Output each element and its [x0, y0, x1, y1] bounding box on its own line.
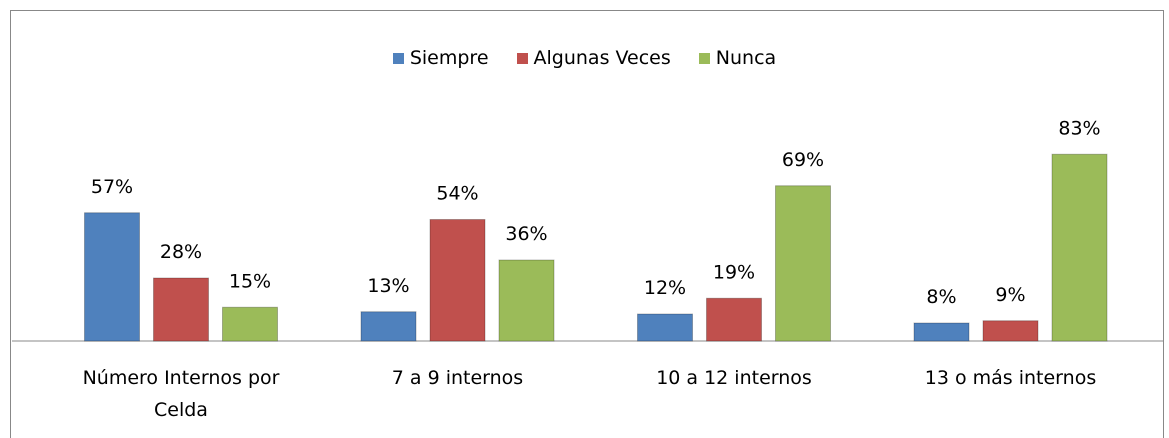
bar — [1051, 153, 1108, 342]
bar — [84, 212, 140, 342]
legend-swatch — [516, 52, 528, 64]
data-label: 54% — [436, 183, 478, 205]
data-label: 57% — [91, 176, 133, 198]
bar — [222, 306, 278, 342]
legend-label: Nunca — [715, 47, 777, 69]
legend-label: Siempre — [409, 47, 489, 69]
x-tick-label: 7 a 9 internos — [391, 367, 524, 389]
legend-item: Nunca — [698, 47, 777, 69]
data-label: 83% — [1058, 117, 1100, 139]
chart-frame — [10, 10, 1164, 438]
bar — [360, 311, 417, 342]
data-label: 69% — [782, 149, 824, 171]
legend-item: Siempre — [392, 47, 489, 69]
data-label: 13% — [367, 275, 409, 297]
bar — [913, 322, 970, 342]
legend-swatch — [698, 52, 710, 64]
bar — [498, 259, 555, 342]
data-label: 28% — [160, 241, 202, 263]
legend-swatch — [392, 52, 404, 64]
bar — [153, 277, 209, 342]
bar — [429, 219, 486, 342]
bar — [637, 313, 693, 342]
legend-label: Algunas Veces — [533, 47, 671, 69]
x-tick-label: 10 a 12 internos — [656, 367, 812, 389]
legend-item: Algunas Veces — [516, 47, 671, 69]
legend: Siempre Algunas Veces Nunca — [0, 47, 1169, 69]
data-label: 36% — [505, 223, 547, 245]
data-label: 12% — [644, 277, 686, 299]
bar — [982, 320, 1039, 342]
bar — [706, 297, 762, 342]
x-tick-label: 13 o más internos — [924, 367, 1097, 389]
data-label: 15% — [229, 270, 271, 292]
data-label: 19% — [713, 261, 755, 283]
x-tick-label: Número Internos por Celda — [82, 367, 280, 421]
data-label: 9% — [995, 284, 1025, 306]
bar — [775, 185, 831, 342]
data-label: 8% — [926, 286, 956, 308]
